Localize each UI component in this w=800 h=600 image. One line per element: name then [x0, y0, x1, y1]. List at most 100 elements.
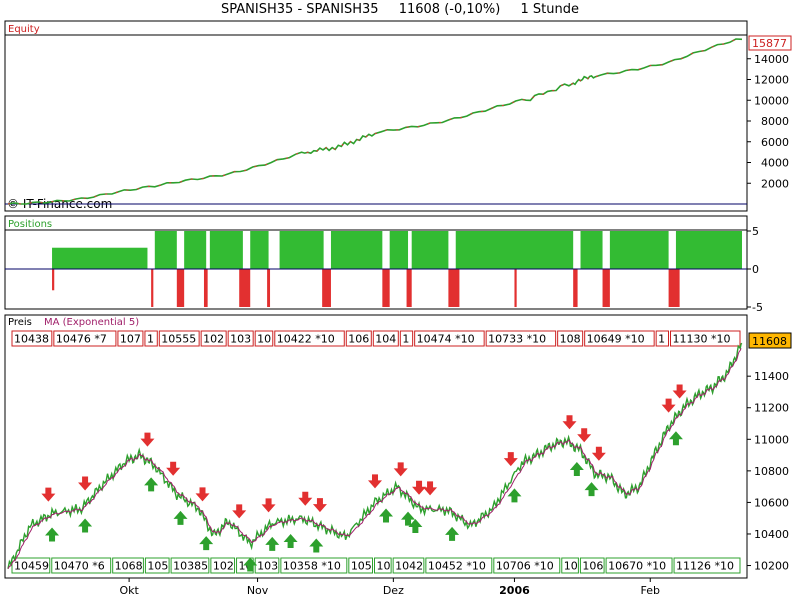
equity-y-axis: 14000 12000 10000 8000 6000 4000 2000 [747, 53, 789, 190]
signal-box-label: 10 [377, 560, 391, 573]
short-position-bar [602, 269, 610, 307]
equity-last-value-box [748, 35, 792, 51]
buy-arrow-icon [144, 477, 159, 492]
buy-arrow-icon [199, 536, 214, 551]
sell-arrow-icon [672, 384, 687, 399]
signal-box-label: 10649 *10 [587, 333, 645, 346]
price-panel-frame [4, 314, 748, 579]
long-position-bar [184, 231, 207, 269]
signal-box-label: 10 [257, 333, 271, 346]
signal-box [254, 330, 274, 347]
buy-arrow-icon [379, 508, 394, 523]
signal-box-label: 103 [230, 333, 251, 346]
equity-tick-label: 14000 [754, 53, 789, 66]
signal-box-label: 10452 *10 [428, 560, 486, 573]
sell-arrow-icon [261, 498, 276, 513]
buy-arrow-icon [408, 519, 423, 534]
chart-title: SPANISH35 - SPANISH35 11608 (-0,10%) 1 S… [0, 0, 800, 20]
buy-arrow-icon [569, 461, 584, 476]
price-panel: Preis MA (Exponential 5) 10438 10476 *7 10… [4, 314, 792, 597]
signal-box-label: 10385 [173, 560, 208, 573]
signal-box-label: 10 [564, 560, 578, 573]
signal-box-label: 107 [120, 333, 141, 346]
signal-box-label: 10474 *10 [417, 333, 475, 346]
signal-box-label: 1 [147, 333, 154, 346]
x-axis-labels: Okt Nov Dez 2006 Feb [119, 578, 660, 597]
equity-tick-label: 12000 [754, 74, 789, 87]
signal-box [280, 557, 348, 574]
sell-arrow-icon [412, 480, 427, 495]
price-last-value: 11608 [752, 335, 787, 348]
signal-box-label: 1 [402, 333, 409, 346]
long-position-bar [154, 231, 177, 269]
signal-box [144, 557, 170, 574]
x-tick-label: Feb [641, 584, 660, 597]
buy-arrow-icon [243, 557, 258, 572]
positions-label: Positions [8, 219, 52, 230]
signal-box [425, 557, 493, 574]
signal-box [11, 330, 53, 347]
sell-arrow-icon [562, 415, 577, 430]
price-change-label: 11608 (-0,10%) [398, 2, 501, 17]
signal-box-label: 105 [351, 560, 372, 573]
equity-panel-frame [4, 20, 748, 212]
price-last-value-box [748, 332, 792, 349]
buy-arrow-icon [283, 533, 298, 548]
signal-box-label: 1068 [115, 560, 143, 573]
signal-box [392, 557, 425, 574]
sell-arrow-icon [166, 461, 181, 476]
buy-arrow-icon [78, 518, 93, 533]
buy-arrow-icon [45, 527, 60, 542]
buy-arrow-icon [668, 431, 683, 446]
signal-box-label: 10422 *10 [277, 333, 335, 346]
signal-box [112, 557, 144, 574]
price-tick-label: 11000 [754, 433, 789, 446]
sell-arrow-icon [577, 428, 592, 443]
price-tick-label: 10200 [754, 560, 789, 573]
long-position-bar [455, 231, 574, 269]
signal-box [227, 330, 254, 347]
equity-tick-label: 4000 [761, 157, 789, 170]
long-position-bar [675, 231, 742, 269]
positions-tick-label: 0 [752, 263, 759, 276]
price-y-axis: 11400 11200 11000 10800 10600 10400 10200 [747, 370, 789, 573]
x-tick-label: Okt [119, 584, 139, 597]
short-position-bar [668, 269, 680, 307]
equity-tick-label: 10000 [754, 94, 789, 107]
signal-box [561, 557, 579, 574]
equity-tick-label: 8000 [761, 115, 789, 128]
short-position-bar [203, 269, 208, 307]
sell-arrow-icon [393, 462, 408, 477]
equity-last-value: 15877 [752, 37, 787, 50]
long-position-bar [330, 231, 383, 269]
buy-arrow-icon [309, 538, 324, 553]
positions-header-bar [4, 215, 748, 231]
signal-box-label: 105 [147, 560, 168, 573]
price-tick-label: 10800 [754, 465, 789, 478]
sell-arrow-icon [298, 491, 313, 506]
signal-box [158, 330, 200, 347]
signal-box-label: 102 [203, 333, 224, 346]
equity-tick-label: 2000 [761, 177, 789, 190]
equity-label: Equity [8, 24, 40, 35]
ma-line [7, 348, 742, 569]
price-label: Preis [8, 317, 32, 328]
short-position-bar [322, 269, 331, 307]
signal-box-label: 10555 [161, 333, 196, 346]
timeframe-label: 1 Stunde [520, 2, 579, 17]
top-signal-boxes: 10438 10476 *7 107 1 10555 102 103 10 10422 *10 1… [11, 330, 741, 347]
positions-y-axis: 5 0 -5 [747, 225, 763, 314]
signal-box [144, 330, 158, 347]
signal-box-label: 102 [213, 560, 234, 573]
sell-arrow-icon [78, 476, 93, 491]
long-position-bar [609, 231, 669, 269]
signal-box [345, 330, 372, 347]
ma-indicator-label: MA (Exponential 5) [44, 317, 139, 328]
signal-box-label: 10358 *10 [283, 560, 341, 573]
buy-arrow-icon [445, 526, 460, 541]
sell-arrow-icon [140, 432, 155, 447]
price-tick-label: 11400 [754, 370, 789, 383]
signal-box-label: 10470 *6 [54, 560, 105, 573]
price-tick-label: 10400 [754, 528, 789, 541]
short-position-bar [151, 269, 154, 307]
